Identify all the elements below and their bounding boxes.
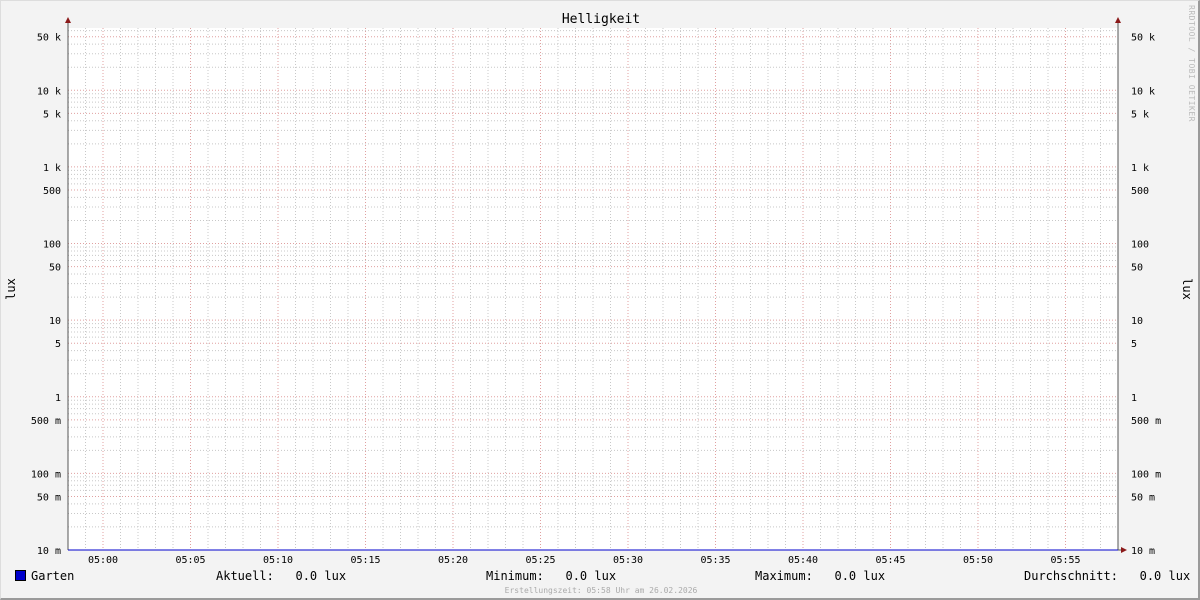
y-tick-label-left: 1 k (43, 163, 61, 174)
legend-series: Garten (15, 569, 74, 583)
chart-title: Helligkeit (561, 12, 641, 27)
y-axis-title-right: lux (1180, 278, 1194, 300)
watermark: RRDTOOL / TOBI OETIKER (1187, 5, 1196, 122)
y-tick-label-left: 50 m (37, 492, 61, 503)
y-tick-label-left: 5 (55, 339, 61, 350)
legend-current: Aktuell: 0.0 lux (216, 569, 346, 583)
x-tick-label: 05:30 (613, 555, 643, 566)
y-tick-label-left: 10 k (37, 86, 61, 97)
x-tick-label: 05:40 (788, 555, 818, 566)
y-tick-label-left: 10 m (37, 546, 61, 557)
legend-average: Durchschnitt: 0.0 lux (1024, 569, 1190, 583)
avg-value: 0.0 lux (1139, 569, 1191, 583)
x-tick-label: 05:45 (875, 555, 905, 566)
x-tick-label: 05:55 (1050, 555, 1080, 566)
legend-swatch (15, 570, 26, 581)
x-tick-label: 05:05 (175, 555, 205, 566)
x-tick-label: 05:20 (438, 555, 468, 566)
max-value: 0.0 lux (834, 569, 886, 583)
y-tick-label-right: 1 (1131, 393, 1137, 404)
y-tick-label-right: 50 k (1131, 33, 1155, 44)
current-label: Aktuell: (216, 569, 274, 583)
current-value: 0.0 lux (295, 569, 347, 583)
x-axis-arrow (1121, 547, 1127, 553)
x-tick-label: 05:10 (263, 555, 293, 566)
y-tick-label-right: 50 (1131, 263, 1143, 274)
y-axis-title-left: lux (4, 278, 18, 300)
y-tick-label-right: 100 m (1131, 469, 1161, 480)
x-tick-label: 05:25 (525, 555, 555, 566)
y-tick-label-right: 5 (1131, 339, 1137, 350)
y-axis-arrow-right (1115, 17, 1121, 23)
x-tick-label: 05:15 (350, 555, 380, 566)
min-label: Minimum: (486, 569, 544, 583)
y-tick-label-right: 5 k (1131, 109, 1149, 120)
y-tick-label-left: 50 k (37, 33, 61, 44)
x-tick-label: 05:35 (700, 555, 730, 566)
y-tick-label-left: 10 (49, 316, 61, 327)
x-tick-label: 05:00 (88, 555, 118, 566)
legend-maximum: Maximum: 0.0 lux (755, 569, 885, 583)
y-tick-label-left: 50 (49, 263, 61, 274)
max-label: Maximum: (755, 569, 813, 583)
legend-series-name: Garten (31, 569, 75, 583)
legend-minimum: Minimum: 0.0 lux (486, 569, 616, 583)
y-tick-label-right: 10 k (1131, 86, 1155, 97)
y-tick-label-left: 100 m (31, 469, 61, 480)
creation-time: Erstellungszeit: 05:58 Uhr am 26.02.2026 (504, 586, 698, 595)
avg-label: Durchschnitt: (1024, 569, 1118, 583)
y-tick-label-left: 100 (43, 240, 61, 251)
y-axis-arrow-left (65, 17, 71, 23)
y-tick-label-left: 500 m (31, 416, 61, 427)
y-tick-label-right: 100 (1131, 240, 1149, 251)
y-tick-label-left: 1 (55, 393, 61, 404)
y-tick-label-left: 500 (43, 186, 61, 197)
y-tick-label-right: 500 m (1131, 416, 1161, 427)
y-tick-label-right: 10 m (1131, 546, 1155, 557)
y-tick-label-right: 500 (1131, 186, 1149, 197)
y-tick-label-right: 50 m (1131, 492, 1155, 503)
min-value: 0.0 lux (565, 569, 617, 583)
x-tick-label: 05:50 (963, 555, 993, 566)
y-tick-label-right: 10 (1131, 316, 1143, 327)
y-tick-label-right: 1 k (1131, 163, 1149, 174)
y-tick-label-left: 5 k (43, 109, 61, 120)
